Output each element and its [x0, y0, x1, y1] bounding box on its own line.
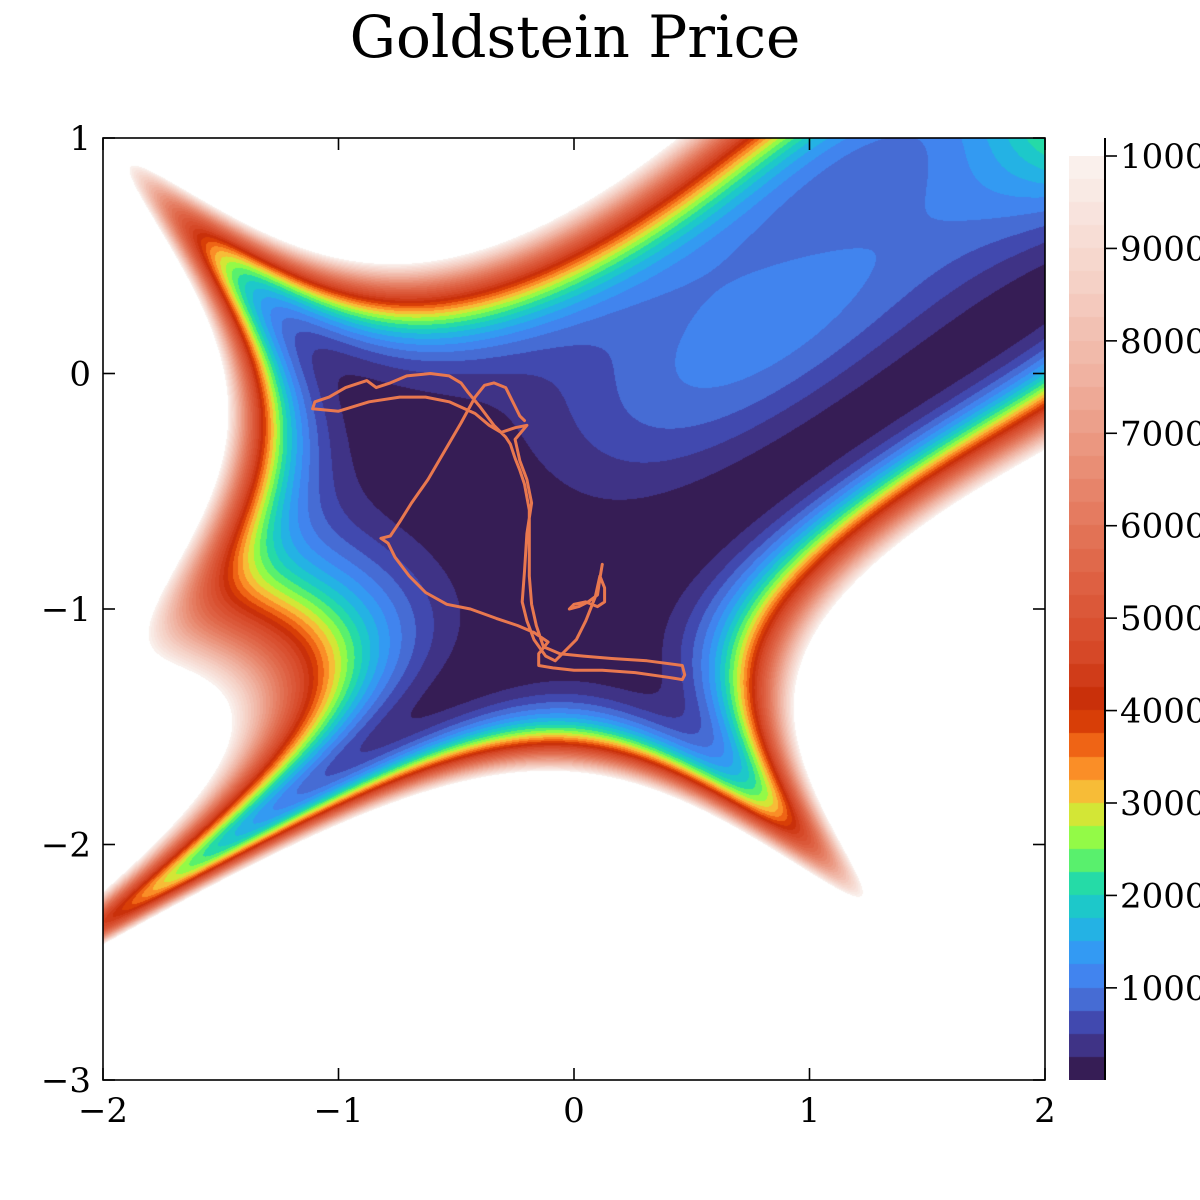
colorbar-tick-label: 3000 — [1120, 784, 1200, 824]
y-tick-label: −2 — [41, 826, 91, 866]
colorbar-tick-label: 6000 — [1120, 507, 1200, 547]
chart-title: Goldstein Price — [350, 3, 801, 71]
colorbar-tick-label: 4000 — [1120, 692, 1200, 732]
optimization-path — [311, 372, 687, 682]
x-tick-label: −2 — [78, 1091, 128, 1131]
x-tick-label: 2 — [1034, 1091, 1056, 1131]
x-tick-label: 1 — [799, 1091, 821, 1131]
y-tick-label: −1 — [41, 590, 91, 630]
colorbar-tick-label: 2000 — [1120, 876, 1200, 916]
plot-area — [102, 137, 1046, 1081]
colorbar-tick-label: 10000 — [1120, 137, 1200, 177]
y-axis: −3 −2 −1 0 1 — [41, 119, 1045, 1101]
x-tick-label: −1 — [313, 1091, 363, 1131]
y-tick-label: 0 — [69, 355, 91, 395]
y-tick-label: 1 — [69, 119, 91, 159]
x-tick-label: 0 — [563, 1091, 585, 1131]
x-axis: −2 −1 0 1 2 — [78, 138, 1056, 1131]
colorbar-tick-label: 7000 — [1120, 414, 1200, 454]
colorbar-tick-label: 9000 — [1120, 229, 1200, 269]
colorbar-tick-label: 8000 — [1120, 322, 1200, 362]
colorbar-ticks: 1000 2000 3000 4000 5000 6000 7000 8000 9000 1000… — [1105, 137, 1200, 1009]
colorbar: 1000 2000 3000 4000 5000 6000 7000 8000 9000 1000… — [1069, 137, 1200, 1080]
y-tick-label: −3 — [41, 1061, 91, 1101]
colorbar-tick-label: 1000 — [1120, 969, 1200, 1009]
colorbar-tick-label: 5000 — [1120, 599, 1200, 639]
colorbar-gradient — [1069, 156, 1105, 1080]
